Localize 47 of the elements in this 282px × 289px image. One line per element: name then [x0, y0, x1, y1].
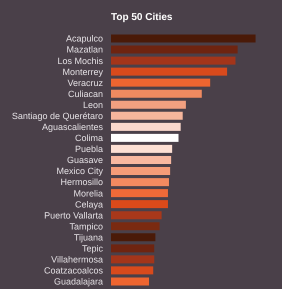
y-tick-label: Mazatlan — [66, 44, 103, 55]
y-tick-label: Culiacan — [68, 88, 103, 99]
bar — [111, 90, 202, 98]
bar — [111, 46, 238, 54]
bar — [111, 277, 150, 286]
y-tick-label: Aguascalientes — [42, 122, 104, 132]
bar — [111, 222, 160, 230]
bar — [111, 211, 162, 220]
bar — [111, 56, 236, 65]
bar — [111, 167, 170, 176]
y-tick-label: Leon — [82, 100, 103, 110]
bar — [111, 112, 183, 120]
y-tick-label: Guadalajara — [54, 276, 103, 287]
chart-title: Top 50 Cities — [111, 12, 172, 23]
y-tick-label: Tampico — [69, 221, 103, 232]
bar — [111, 156, 172, 164]
bar — [111, 178, 169, 186]
y-tick-label: Coatzacoalcos — [44, 266, 104, 276]
y-tick-label: Santiago de Querétaro — [12, 110, 103, 121]
bar — [111, 100, 186, 109]
y-tick-label: Tepic — [82, 244, 104, 254]
y-tick-label: Puerto Vallarta — [44, 210, 103, 220]
bar — [111, 233, 156, 242]
y-tick-label: Veracruz — [67, 78, 104, 88]
bar — [111, 266, 154, 274]
y-tick-label: Morelia — [73, 188, 103, 198]
y-tick-label: Acapulco — [66, 34, 103, 44]
bar — [111, 189, 168, 198]
y-tick-label: Villahermosa — [51, 254, 103, 265]
bar — [111, 134, 179, 142]
y-tick-label: Los Mochis — [57, 56, 104, 66]
y-tick-label: Colima — [74, 133, 103, 144]
y-tick-label: Tijuana — [74, 232, 103, 242]
y-tick-label: Hermosillo — [60, 177, 103, 188]
bar — [111, 255, 154, 264]
y-tick-label: Guasave — [66, 155, 103, 166]
y-tick-label: Mexico City — [56, 166, 104, 176]
bar — [111, 34, 256, 42]
bar — [111, 78, 210, 87]
bar — [111, 122, 181, 131]
bar — [111, 68, 228, 76]
y-tick-label: Puebla — [74, 144, 103, 154]
bar — [111, 200, 168, 208]
y-tick-label: Monterrey — [62, 66, 104, 77]
bar — [111, 144, 172, 153]
y-tick-label: Celaya — [74, 199, 103, 210]
bar — [111, 244, 154, 252]
